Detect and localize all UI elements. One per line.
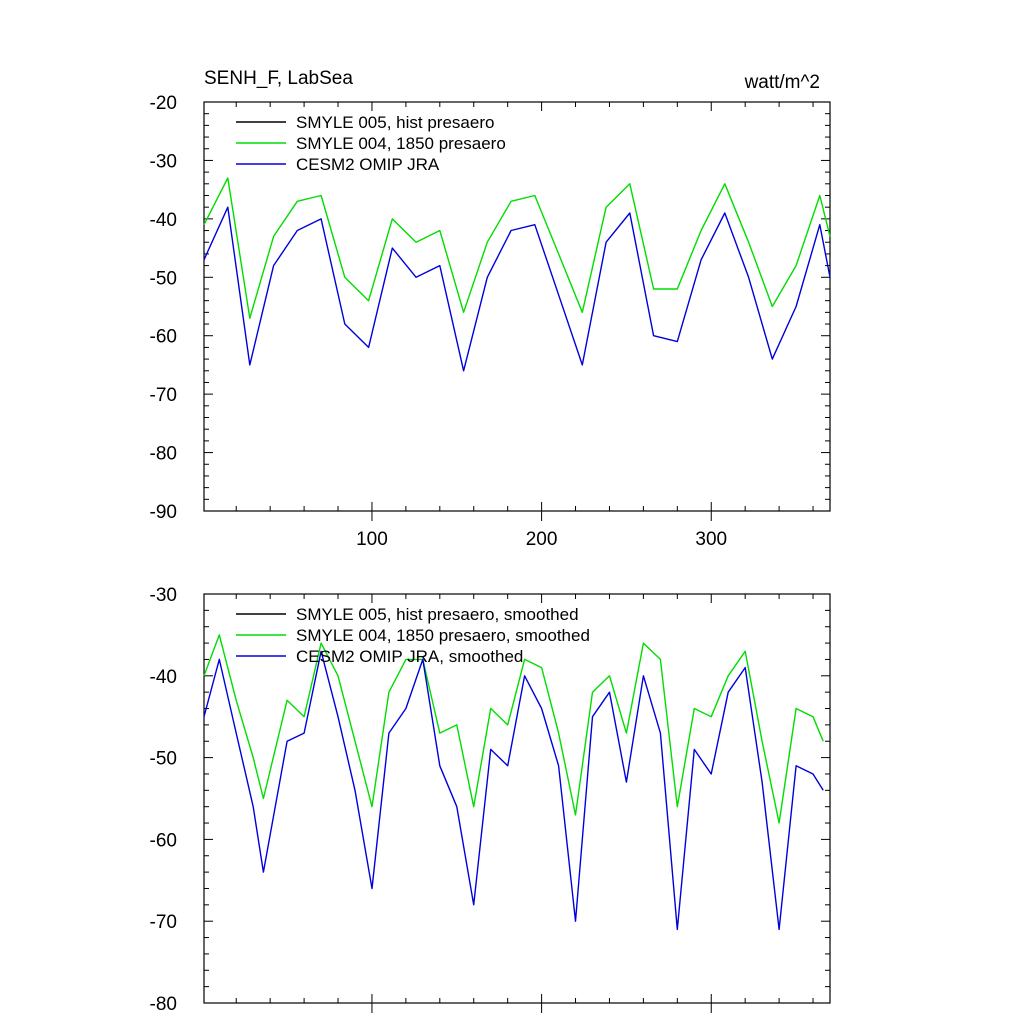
top-plot-ticks: -20 -30 -40 -50 -60 -70 -80 -90 100 200 300 bbox=[150, 93, 830, 550]
top-plot-legend: SMYLE 005, hist presaero SMYLE 004, 1850 … bbox=[236, 113, 506, 174]
y-tick-label: -80 bbox=[150, 994, 177, 1015]
bottom-plot-legend: SMYLE 005, hist presaero, smoothed SMYLE … bbox=[236, 605, 590, 666]
y-tick-label: -30 bbox=[150, 151, 177, 172]
x-tick-label: 200 bbox=[526, 529, 558, 550]
bottom-plot-ticks: -30 -40 -50 -60 -70 -80 bbox=[150, 585, 830, 1015]
y-tick-label: -60 bbox=[150, 327, 177, 348]
y-tick-label: -60 bbox=[150, 830, 177, 851]
y-tick-label: -80 bbox=[150, 444, 177, 465]
chart-title: SENH_F, LabSea bbox=[204, 68, 353, 89]
bottom-plot-series bbox=[203, 634, 824, 931]
y-tick-label: -70 bbox=[150, 912, 177, 933]
top-plot-series bbox=[203, 177, 831, 372]
top-plot-frame bbox=[203, 101, 831, 512]
x-tick-label: 100 bbox=[356, 529, 388, 550]
y-tick-label: -70 bbox=[150, 385, 177, 406]
y-tick-label: -90 bbox=[150, 502, 177, 523]
y-tick-label: -40 bbox=[150, 667, 177, 688]
y-tick-label: -50 bbox=[150, 268, 177, 289]
legend-entry: SMYLE 004, 1850 presaero bbox=[296, 134, 506, 153]
series-line-2 bbox=[203, 206, 831, 372]
x-tick-label: 300 bbox=[695, 529, 727, 550]
y-tick-label: -50 bbox=[150, 749, 177, 770]
bottom-plot-frame bbox=[203, 593, 831, 1004]
series-line-1 bbox=[203, 634, 824, 824]
legend-entry: SMYLE 004, 1850 presaero, smoothed bbox=[296, 626, 590, 645]
legend-entry: CESM2 OMIP JRA, smoothed bbox=[296, 647, 523, 666]
series-line-2 bbox=[203, 650, 824, 931]
y-tick-label: -20 bbox=[150, 93, 177, 114]
chart-units: watt/m^2 bbox=[744, 72, 820, 93]
legend-entry: SMYLE 005, hist presaero, smoothed bbox=[296, 605, 579, 624]
legend-entry: SMYLE 005, hist presaero bbox=[296, 113, 494, 132]
series-line-1 bbox=[203, 177, 831, 319]
legend-entry: CESM2 OMIP JRA bbox=[296, 155, 440, 174]
y-tick-label: -40 bbox=[150, 210, 177, 231]
y-tick-label: -30 bbox=[150, 585, 177, 606]
